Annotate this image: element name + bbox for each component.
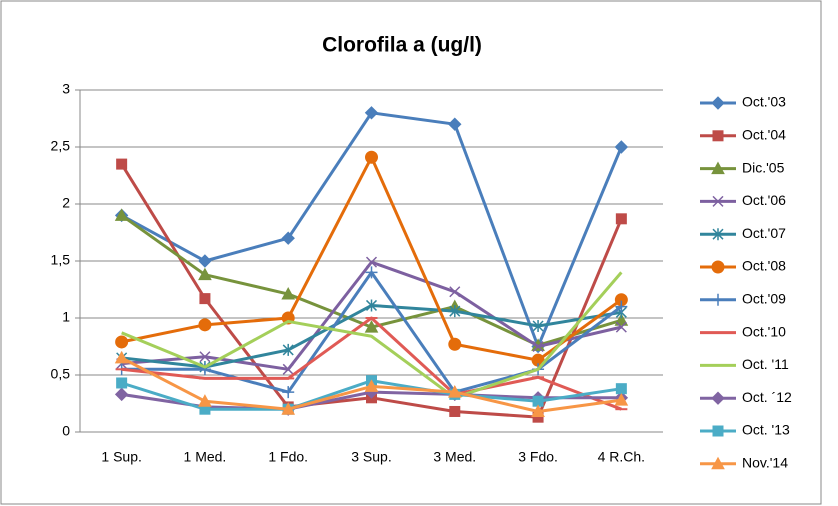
legend-label: Dic.'05 [742,159,785,175]
data-point [198,318,212,332]
data-point [198,363,211,376]
legend-marker [711,456,725,470]
y-tick-label: 3 [62,81,70,97]
data-point [199,351,211,363]
y-tick-label: 2 [62,195,70,211]
legend-marker [711,391,725,405]
y-tick-label: 0 [62,423,70,439]
data-point [614,313,629,326]
data-point [281,287,296,300]
x-tick-label: 3 Sup. [351,449,391,465]
x-tick-label: 1 Sup. [101,449,141,465]
x-tick-label: 3 Fdo. [518,449,558,465]
data-point [449,405,461,417]
data-point [116,377,128,389]
legend-label: Oct. ´12 [742,389,792,405]
data-point [364,106,379,120]
legend-label: Oct.'03 [742,94,786,110]
data-point [116,158,128,170]
data-point [365,256,378,268]
chart-border [0,0,822,505]
legend-marker [712,425,724,437]
x-tick-label: 1 Med. [184,449,227,465]
data-point [364,379,379,392]
legend-label: Oct. '13 [742,422,790,438]
y-tick-label: 2,5 [51,138,71,154]
data-point [532,340,544,353]
data-point [114,208,129,221]
data-point [115,335,129,349]
data-point [114,350,129,364]
y-tick-label: 1 [62,309,70,325]
legend-marker [712,130,724,142]
x-tick-label: 3 Med. [433,449,476,465]
legend-label: Oct.'04 [742,127,786,143]
data-point [365,266,378,279]
data-point [615,213,627,225]
data-point [449,305,461,318]
legend-marker [711,96,725,110]
data-point [449,286,461,298]
legend-label: Oct.'07 [742,225,786,241]
legend-label: Oct.'10 [742,323,786,339]
data-point [281,231,295,245]
series-line [121,271,623,400]
data-point [281,402,296,415]
legend-marker [712,293,724,306]
legend-marker [712,228,724,241]
data-point [615,383,627,395]
legend-label: Oct.'09 [742,291,786,307]
legend-marker [711,260,725,274]
data-point [114,387,129,402]
data-point [448,337,462,351]
data-point [447,385,462,398]
data-point [282,386,295,399]
data-point [364,320,379,333]
data-point [365,150,378,164]
data-point [448,117,462,131]
data-point [615,300,628,313]
data-point [198,394,212,407]
data-point [615,321,627,333]
legend-label: Oct.'06 [742,192,786,208]
legend-marker [711,161,725,175]
chart-title: Clorofila a (ug/l) [322,34,482,57]
data-point [198,267,212,281]
data-point [282,363,294,375]
data-point [365,299,378,312]
legend-marker [712,195,724,207]
data-point [614,140,629,154]
legend-label: Oct. '11 [742,356,789,372]
x-tick-label: 4 R.Ch. [598,449,645,465]
data-point [199,293,211,305]
legend-label: Nov.'14 [742,455,788,471]
data-point [531,404,545,417]
x-tick-label: 1 Fdo. [268,449,308,465]
legend-label: Oct.'08 [742,258,786,274]
data-point [282,343,294,356]
data-point [198,254,212,268]
y-tick-label: 0,5 [51,366,71,382]
data-point [614,393,629,406]
data-point [532,319,544,332]
y-tick-label: 1,5 [51,252,71,268]
